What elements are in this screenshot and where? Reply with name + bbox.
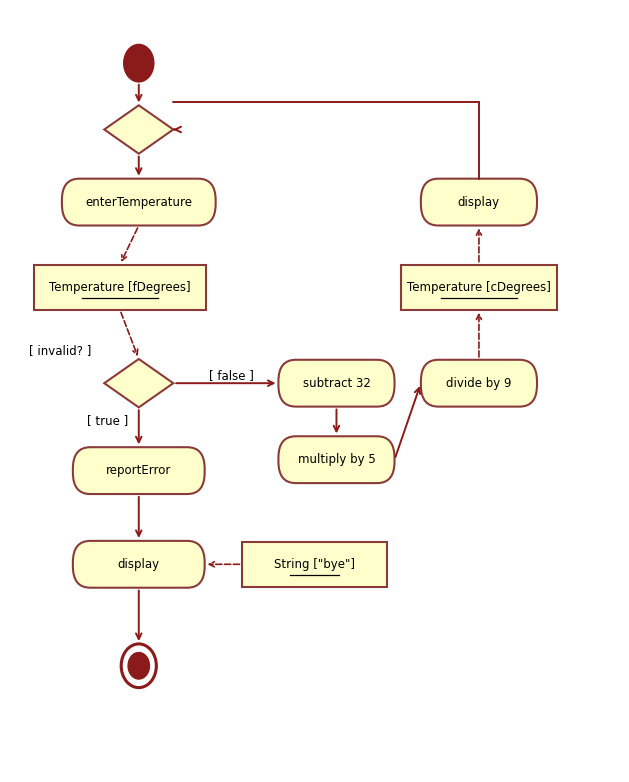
Text: String ["bye"]: String ["bye"] (274, 558, 355, 571)
FancyBboxPatch shape (73, 447, 204, 494)
Text: Temperature [fDegrees]: Temperature [fDegrees] (49, 281, 191, 294)
Text: display: display (118, 558, 160, 571)
Text: [ invalid? ]: [ invalid? ] (29, 344, 91, 357)
Bar (33, 264, 206, 310)
FancyBboxPatch shape (279, 360, 394, 407)
Circle shape (124, 45, 154, 82)
FancyBboxPatch shape (62, 178, 216, 225)
Text: [ false ]: [ false ] (209, 369, 253, 382)
Polygon shape (104, 359, 173, 407)
Text: display: display (458, 196, 500, 209)
FancyBboxPatch shape (421, 178, 537, 225)
Text: Temperature [cDegrees]: Temperature [cDegrees] (407, 281, 551, 294)
Text: [ true ]: [ true ] (87, 414, 128, 427)
FancyBboxPatch shape (279, 436, 394, 483)
Text: reportError: reportError (106, 465, 172, 477)
Text: subtract 32: subtract 32 (303, 377, 370, 389)
Circle shape (128, 652, 150, 679)
FancyBboxPatch shape (73, 541, 204, 588)
Polygon shape (104, 106, 173, 154)
Text: enterTemperature: enterTemperature (86, 196, 192, 209)
Text: divide by 9: divide by 9 (446, 377, 511, 389)
Bar (401, 264, 557, 310)
Text: multiply by 5: multiply by 5 (298, 454, 376, 466)
FancyBboxPatch shape (421, 360, 537, 407)
Bar (242, 542, 387, 587)
